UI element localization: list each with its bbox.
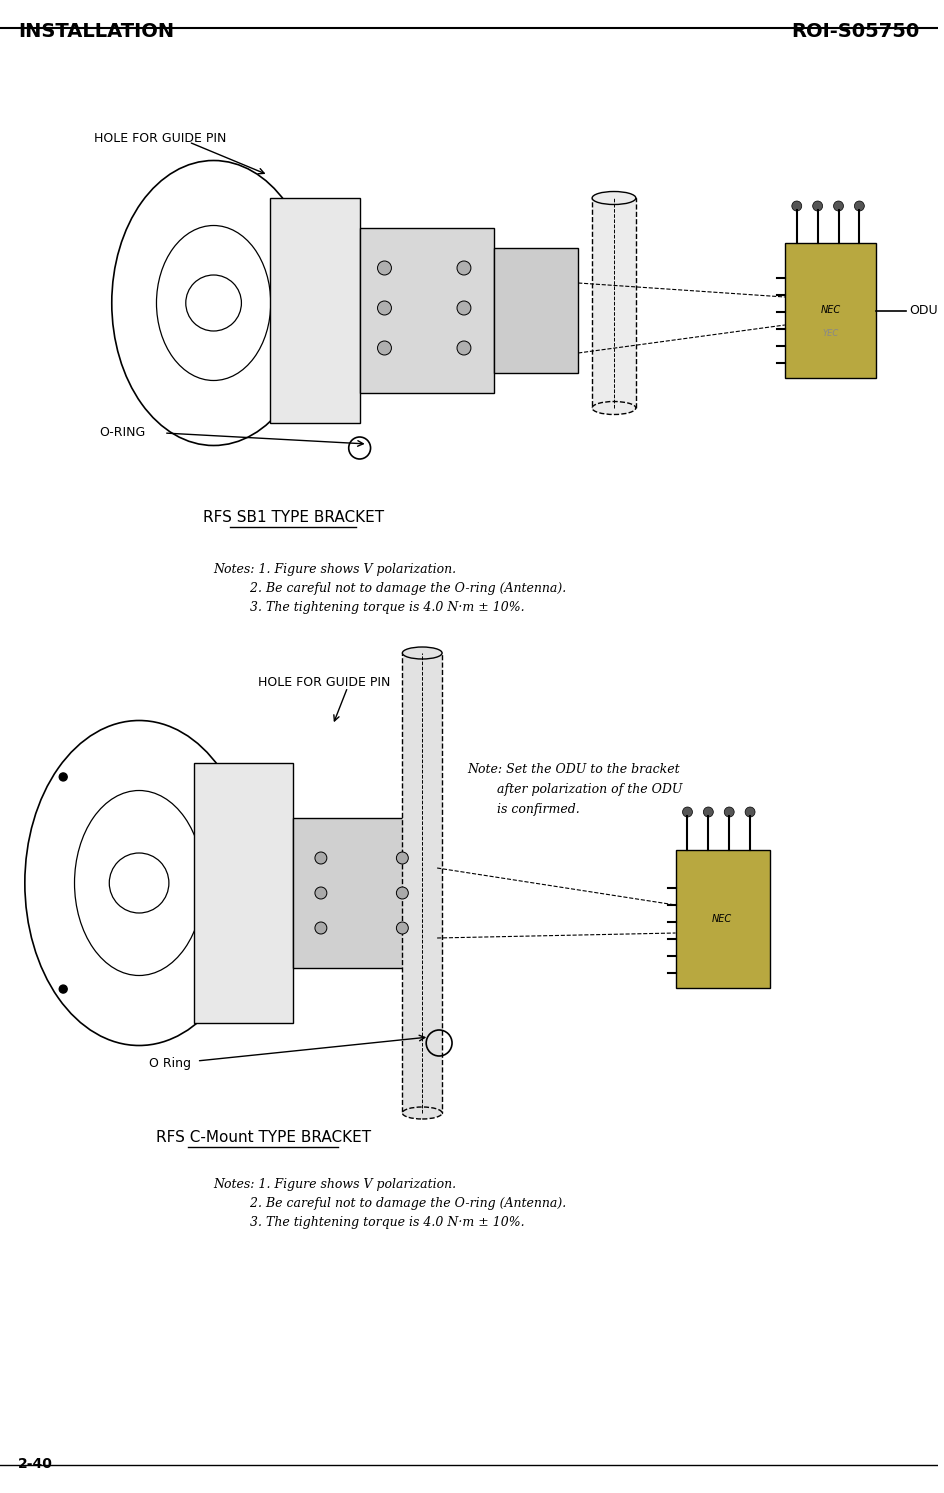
Text: Note: Set the ODU to the bracket: Note: Set the ODU to the bracket bbox=[467, 763, 680, 776]
Circle shape bbox=[724, 808, 734, 817]
Text: RFS C-Mount TYPE BRACKET: RFS C-Mount TYPE BRACKET bbox=[156, 1130, 371, 1145]
Text: RFS SB1 TYPE BRACKET: RFS SB1 TYPE BRACKET bbox=[203, 511, 383, 526]
FancyBboxPatch shape bbox=[270, 199, 360, 423]
FancyBboxPatch shape bbox=[494, 248, 579, 373]
Text: is confirmed.: is confirmed. bbox=[497, 803, 580, 817]
Circle shape bbox=[378, 340, 392, 355]
Text: 3. The tightening torque is 4.0 N·m ± 10%.: 3. The tightening torque is 4.0 N·m ± 10… bbox=[213, 1215, 524, 1229]
Circle shape bbox=[396, 853, 409, 864]
Circle shape bbox=[59, 985, 67, 993]
Text: 2. Be careful not to damage the O-ring (Antenna).: 2. Be careful not to damage the O-ring (… bbox=[213, 582, 565, 596]
Text: after polarization of the ODU: after polarization of the ODU bbox=[497, 782, 683, 796]
Circle shape bbox=[396, 923, 409, 935]
Ellipse shape bbox=[402, 1106, 442, 1118]
Circle shape bbox=[813, 202, 822, 211]
Text: ROI-S05750: ROI-S05750 bbox=[792, 22, 920, 40]
Circle shape bbox=[457, 302, 471, 315]
Circle shape bbox=[834, 202, 844, 211]
Circle shape bbox=[378, 261, 392, 275]
Text: INSTALLATION: INSTALLATION bbox=[18, 22, 174, 40]
Circle shape bbox=[457, 261, 471, 275]
FancyBboxPatch shape bbox=[676, 850, 770, 988]
Text: ODU: ODU bbox=[909, 305, 937, 318]
Circle shape bbox=[745, 808, 755, 817]
Text: O Ring: O Ring bbox=[149, 1057, 191, 1069]
Circle shape bbox=[211, 985, 219, 993]
Text: 2-40: 2-40 bbox=[18, 1457, 53, 1471]
Text: YEC: YEC bbox=[822, 328, 838, 337]
Ellipse shape bbox=[592, 191, 636, 205]
Circle shape bbox=[854, 202, 865, 211]
Circle shape bbox=[315, 887, 327, 899]
Circle shape bbox=[59, 773, 67, 781]
Text: NEC: NEC bbox=[820, 305, 840, 315]
Circle shape bbox=[396, 887, 409, 899]
FancyBboxPatch shape bbox=[194, 763, 293, 1023]
Text: 3. The tightening torque is 4.0 N·m ± 10%.: 3. The tightening torque is 4.0 N·m ± 10… bbox=[213, 602, 524, 614]
FancyBboxPatch shape bbox=[784, 243, 876, 378]
FancyBboxPatch shape bbox=[360, 228, 494, 393]
Ellipse shape bbox=[402, 646, 442, 658]
Circle shape bbox=[703, 808, 714, 817]
Circle shape bbox=[792, 202, 801, 211]
Circle shape bbox=[315, 923, 327, 935]
Circle shape bbox=[315, 853, 327, 864]
Ellipse shape bbox=[592, 402, 636, 415]
Circle shape bbox=[457, 340, 471, 355]
Text: O-RING: O-RING bbox=[99, 427, 145, 439]
FancyBboxPatch shape bbox=[293, 818, 437, 967]
Circle shape bbox=[683, 808, 693, 817]
Text: HOLE FOR GUIDE PIN: HOLE FOR GUIDE PIN bbox=[259, 676, 391, 690]
Text: 2. Be careful not to damage the O-ring (Antenna).: 2. Be careful not to damage the O-ring (… bbox=[213, 1197, 565, 1209]
Circle shape bbox=[378, 302, 392, 315]
Circle shape bbox=[211, 773, 219, 781]
Text: Notes: 1. Figure shows V polarization.: Notes: 1. Figure shows V polarization. bbox=[213, 563, 457, 576]
FancyBboxPatch shape bbox=[592, 199, 636, 408]
Text: NEC: NEC bbox=[712, 914, 733, 924]
FancyBboxPatch shape bbox=[402, 652, 442, 1112]
Text: HOLE FOR GUIDE PIN: HOLE FOR GUIDE PIN bbox=[94, 131, 227, 145]
Text: Notes: 1. Figure shows V polarization.: Notes: 1. Figure shows V polarization. bbox=[213, 1178, 457, 1191]
